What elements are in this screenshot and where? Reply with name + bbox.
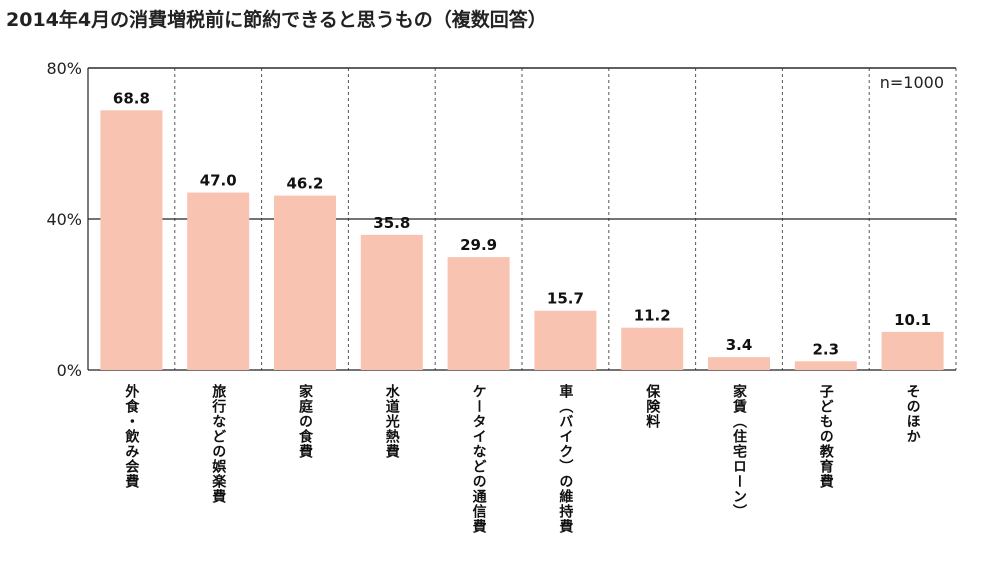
category-label: 保険料: [644, 383, 661, 429]
bar-value-label: 11.2: [634, 307, 671, 325]
bar-value-label: 35.8: [373, 214, 410, 232]
category-label: ケータイなどの通信費: [471, 384, 487, 534]
bar: [187, 192, 250, 370]
category-label: 旅行などの娯楽費: [210, 383, 227, 504]
category-label: 子どもの教育費: [818, 384, 834, 489]
bar-value-label: 47.0: [200, 172, 237, 190]
category-label: 車（バイク）の維持費: [557, 383, 574, 534]
bar: [534, 310, 597, 370]
y-tick-label: 40%: [46, 210, 82, 229]
bar: [881, 331, 944, 370]
bar-value-label: 68.8: [113, 89, 150, 107]
category-label: 家庭の食費: [297, 383, 313, 459]
y-tick-label: 0%: [57, 361, 82, 380]
bar: [274, 195, 336, 370]
bar: [360, 234, 423, 370]
category-label: 家賃（住宅ローン）: [731, 383, 748, 519]
bar-value-label: 10.1: [894, 311, 931, 329]
bar-value-label: 46.2: [286, 175, 323, 193]
bar: [100, 110, 163, 370]
labels: 0% 40% 80% 68.8 外食・飲み会費 47.0 旅行などの娯楽費 46.2 家庭の食費…: [46, 59, 931, 534]
sample-size-note: n=1000: [880, 73, 944, 92]
bar-value-label: 2.3: [813, 340, 840, 358]
category-label: 水道光熱費: [384, 383, 401, 459]
bar-value-label: 15.7: [547, 290, 584, 308]
y-tick-label: 80%: [46, 59, 82, 78]
bar: [708, 357, 770, 370]
bar-value-label: 29.9: [460, 236, 497, 254]
bar: [621, 327, 684, 370]
bar: [447, 257, 510, 370]
bars: [100, 110, 944, 370]
chart-title: 2014年4月の消費増税前に節約できると思うもの（複数回答）: [6, 8, 547, 31]
category-label: 外食・飲み会費: [123, 383, 140, 489]
bar-value-label: 3.4: [726, 336, 753, 354]
bar: [794, 361, 857, 370]
category-label: そのほか: [905, 384, 921, 444]
